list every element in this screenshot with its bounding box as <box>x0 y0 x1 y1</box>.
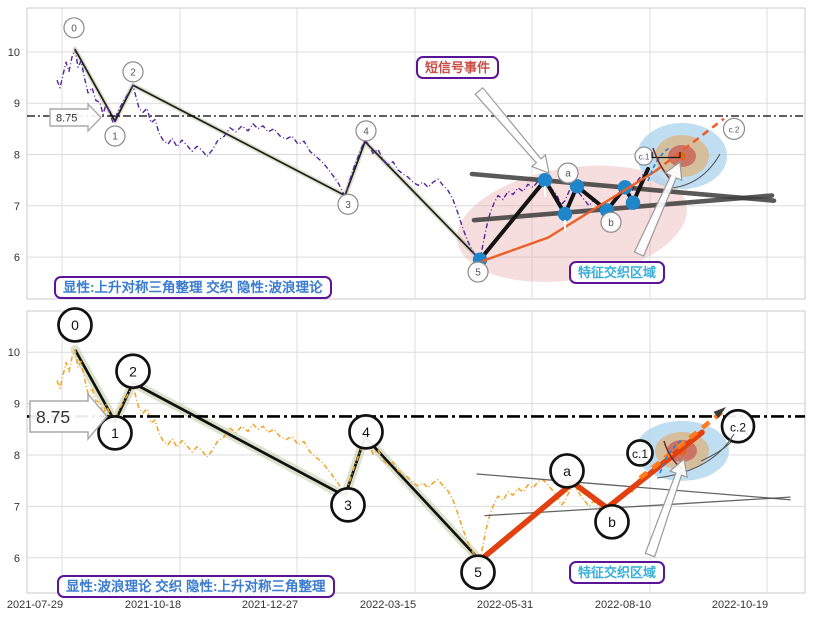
wave-label-circle <box>720 408 756 444</box>
impulse-c-wave-dashed <box>638 406 728 480</box>
x-tick-label: 2021-07-29 <box>7 599 63 611</box>
wave-label-circle <box>348 414 384 450</box>
wave-label-text: 1 <box>111 425 119 441</box>
wave-label-text: a <box>565 169 571 180</box>
zone-pointer-arrow-bottom <box>644 457 688 558</box>
wave-label-text: 3 <box>344 497 352 513</box>
signal-dot <box>537 172 553 188</box>
wave-label-text: 0 <box>71 317 79 333</box>
wave-label-text: 1 <box>112 132 118 143</box>
projection-line-solid <box>481 170 656 263</box>
wave-label-circle <box>63 17 85 39</box>
interweave-arc-blue <box>647 147 670 182</box>
y-tick-label: 6 <box>14 553 20 565</box>
wave-label-text: 5 <box>475 268 481 279</box>
wave-label-text: 5 <box>474 564 482 580</box>
zone-pointer-arrow-top <box>633 160 683 257</box>
wave-label-text: b <box>608 218 614 229</box>
x-tick-label: 2022-10-19 <box>712 599 768 611</box>
wave-label-circle <box>122 61 144 83</box>
impulse-c-wave-solid <box>477 429 705 564</box>
confluence-arc-outer <box>656 433 735 479</box>
white-tick-marks <box>544 186 566 231</box>
y-tick-label: 10 <box>8 347 20 359</box>
wave-label-circle <box>467 261 489 283</box>
ref-level-value-bottom: 8.75 <box>36 407 70 427</box>
x-tick-label: 2021-10-18 <box>125 599 181 611</box>
wave-label-text: 4 <box>362 424 370 440</box>
wave-label-text: c.1 <box>632 447 648 461</box>
wave-label-circle <box>330 487 366 523</box>
wave-label-text: b <box>608 514 616 530</box>
wave-label-circle <box>549 453 585 489</box>
x-tick-label: 2022-08-10 <box>595 599 651 611</box>
wave-label-text: c.2 <box>729 125 740 134</box>
ref-level-value-top: 8.75 <box>56 113 77 125</box>
y-tick-label: 10 <box>8 47 20 59</box>
ref-level-flag-bottom <box>29 391 108 442</box>
signal-dot <box>557 206 573 222</box>
wave-label-text: 2 <box>129 363 137 379</box>
ref-level-flag-top <box>49 102 102 133</box>
measure-bracket <box>651 152 681 159</box>
triangle-trendline <box>471 193 775 223</box>
signal-dot <box>569 179 585 194</box>
wave-label-circle <box>634 146 654 166</box>
y-tick-label: 9 <box>14 98 20 110</box>
y-tick-label: 7 <box>14 501 20 513</box>
wave-label-text: a <box>563 463 571 479</box>
x-tick-label: 2022-03-15 <box>360 599 416 611</box>
y-tick-label: 7 <box>14 201 20 213</box>
zone-label-bottom: 特征交织区域 <box>569 561 666 584</box>
wave-label-text: c.1 <box>639 153 650 162</box>
zone-label-top: 特征交织区域 <box>569 261 666 284</box>
wave-label-circle <box>557 162 579 184</box>
confluence-arc <box>671 153 721 189</box>
bottom-caption: 显性:波浪理论 交织 隐性:上升对称三角整理 <box>57 575 335 598</box>
wave-label-text: 3 <box>345 200 351 211</box>
x-tick-label: 2021-12-27 <box>242 599 298 611</box>
wave-label-text: 2 <box>130 68 136 79</box>
wave-label-text: 4 <box>363 127 369 138</box>
y-tick-label: 6 <box>14 252 20 264</box>
top-panel-overlay: 8.75 <box>49 86 721 257</box>
signal-pointer-arrow <box>474 86 550 174</box>
x-axis: 2021-07-29 2021-10-18 2021-12-27 2022-03-15… <box>7 599 768 611</box>
y-tick-label: 9 <box>14 399 20 411</box>
top-panel: 6 7 8 9 10 0 1 2 3 4 5 a b c.1 c.2 <box>8 7 806 300</box>
wave-label-circle <box>337 193 359 215</box>
confluence-arc-inner <box>700 441 732 462</box>
wave-label-circle <box>104 125 126 147</box>
wave-label-circle <box>115 353 151 390</box>
wave-label-circle <box>97 415 133 451</box>
wave-label-text: c.2 <box>730 420 746 434</box>
y-tick-label: 8 <box>14 150 20 162</box>
signal-event-label: 短信号事件 <box>416 56 500 79</box>
projection-arrowhead <box>713 407 726 419</box>
wave-label-circle <box>722 117 746 140</box>
wave-label-text: 0 <box>71 23 77 34</box>
wave-label-circle <box>594 503 630 540</box>
y-tick-label: 8 <box>14 450 20 462</box>
wave-label-circle <box>460 554 496 591</box>
wave-label-circle <box>600 211 622 233</box>
x-tick-label: 2022-05-31 <box>477 599 533 611</box>
signal-dot <box>625 195 641 210</box>
wave-label-circle <box>355 120 377 142</box>
bottom-panel-overlay: 8.75 <box>29 391 735 558</box>
top-caption: 显性:上升对称三角整理 交织 隐性:波浪理论 <box>54 276 332 299</box>
wave-label-circle <box>626 439 654 467</box>
wave-label-circle <box>57 307 93 343</box>
bottom-panel: 6 7 8 9 10 0 1 2 3 4 5 a b c.1 c.2 <box>8 307 806 594</box>
projection-line-dashed <box>654 117 725 173</box>
